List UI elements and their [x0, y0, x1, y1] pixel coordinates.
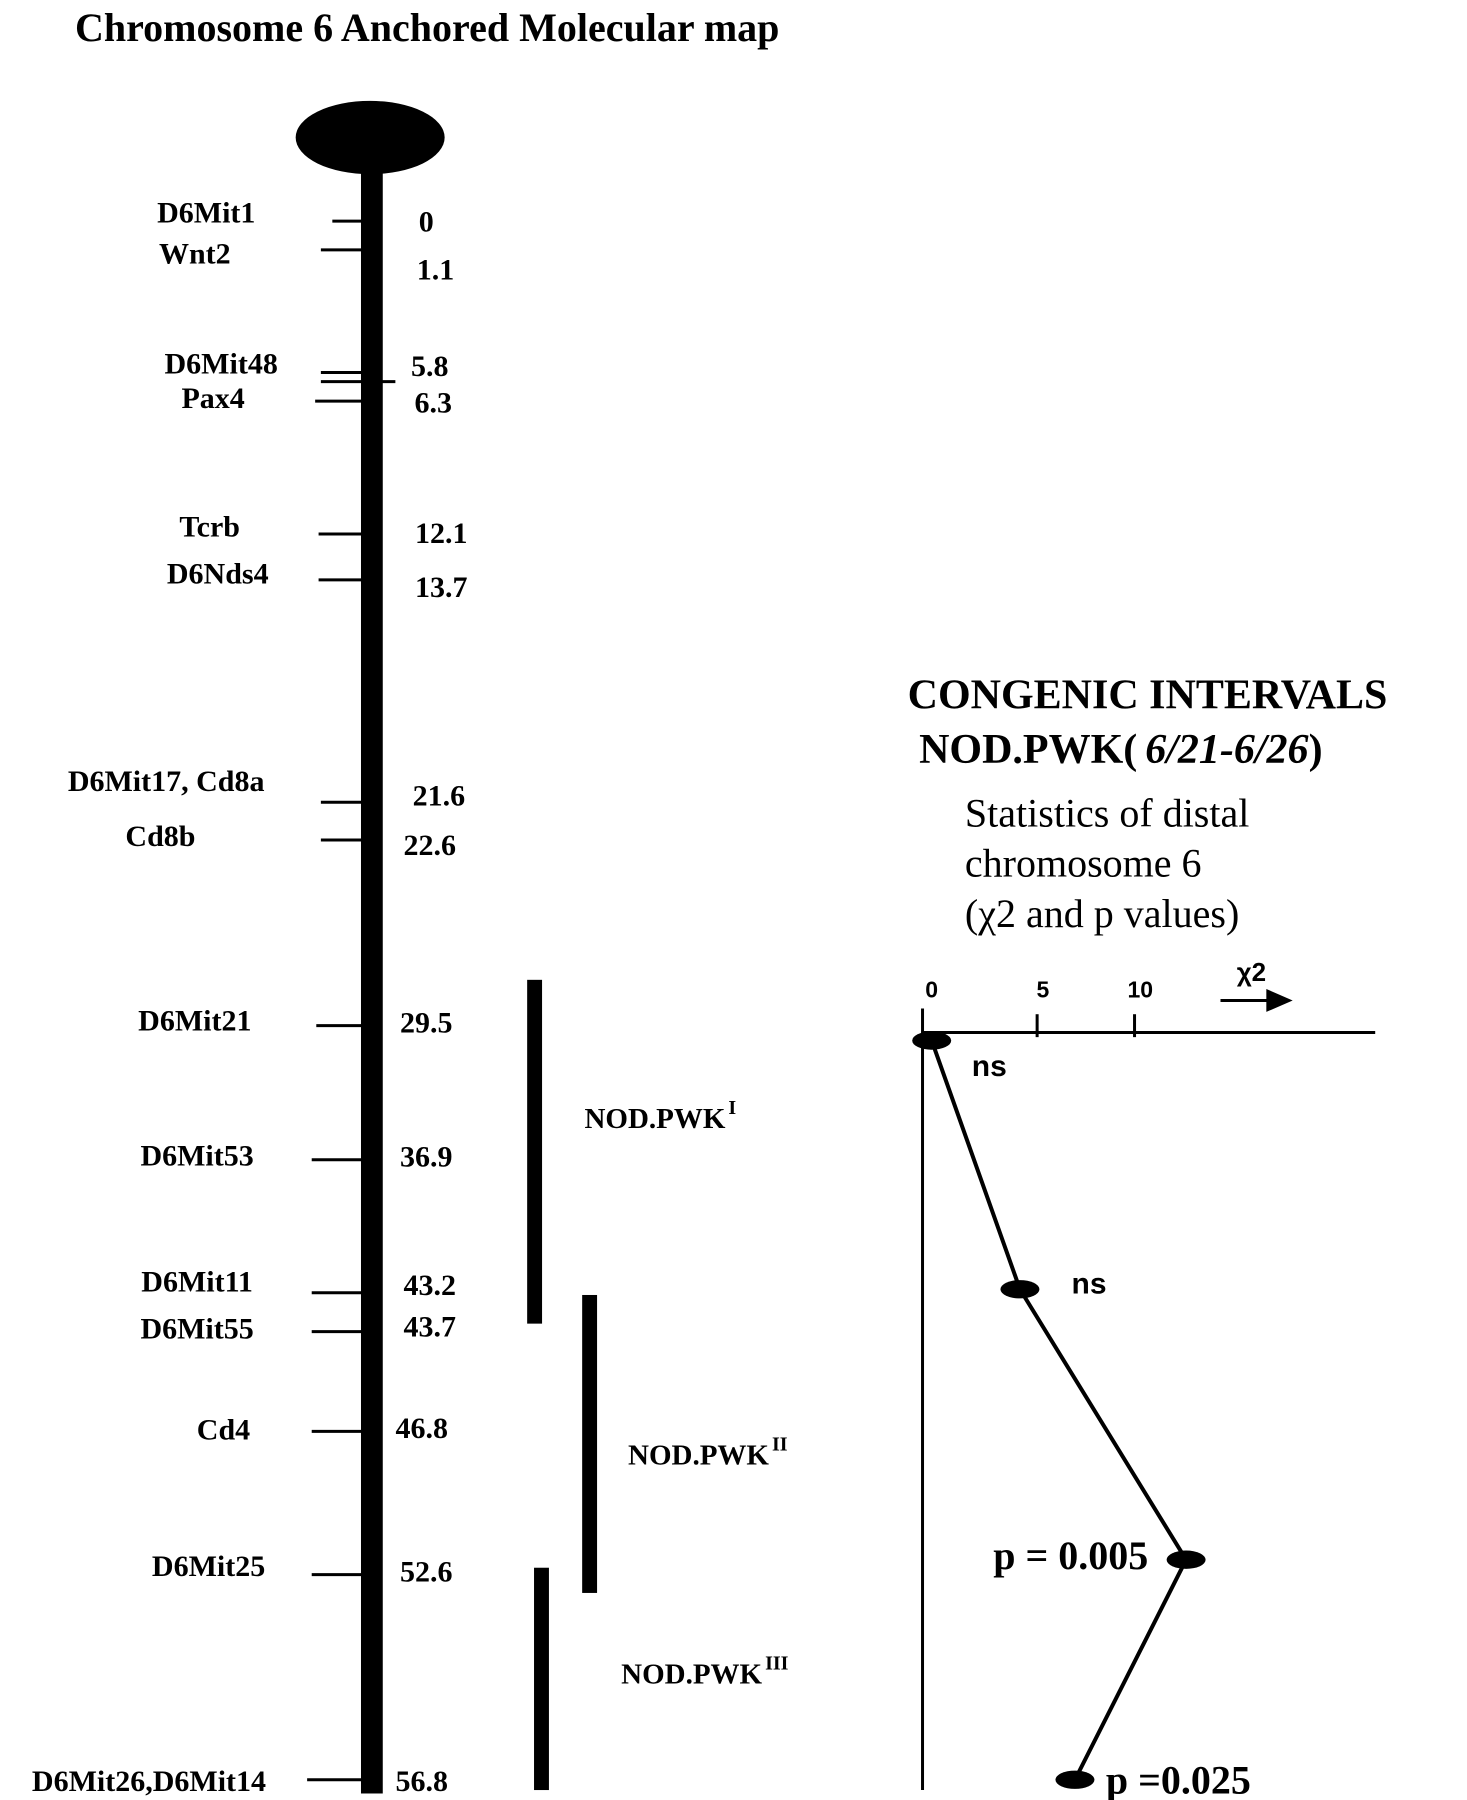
marker-position: 43.2	[404, 1269, 457, 1302]
congenic-label-text: NOD.PWK	[584, 1102, 725, 1134]
marker-position: 6.3	[414, 387, 452, 420]
congenic-superscript: II	[772, 1433, 788, 1455]
congenic-bar	[534, 1567, 549, 1791]
point-label: ns	[1072, 1268, 1107, 1301]
strain-close: )	[1309, 727, 1323, 773]
marker-position: 21.6	[413, 780, 466, 813]
congenic-bar	[527, 979, 543, 1324]
panel-title: CONGENIC INTERVALS	[908, 673, 1388, 719]
marker-name: D6Mit48	[165, 348, 278, 381]
marker-name: Pax4	[181, 382, 244, 415]
congenic-bar	[582, 1294, 598, 1593]
axis-arrow-head	[1266, 988, 1293, 1012]
axis-tick-label: 10	[1127, 976, 1153, 1002]
marker-position: 1.1	[417, 254, 455, 287]
chi-square-line	[929, 1039, 1189, 1781]
axis-label: χ2	[1237, 957, 1266, 987]
chi-square-point	[912, 1031, 952, 1050]
chromosome	[360, 166, 383, 1794]
title: Chromosome 6 Anchored Molecular map	[75, 5, 779, 50]
marker-name: Tcrb	[179, 510, 240, 543]
centromere	[295, 100, 445, 175]
marker-position: 52.6	[400, 1555, 453, 1588]
marker-position: 43.7	[404, 1310, 457, 1343]
strain-range: 6/21-6/26	[1145, 727, 1308, 773]
marker-position: 22.6	[404, 829, 457, 862]
marker-position: 0	[419, 206, 434, 239]
marker-position: 29.5	[400, 1007, 453, 1040]
congenic-superscript: III	[765, 1652, 789, 1674]
point-label: ns	[972, 1050, 1007, 1083]
marker-name: Wnt2	[159, 238, 231, 271]
congenic-label-text: NOD.PWK	[621, 1658, 762, 1690]
chi-square-point	[1055, 1770, 1095, 1789]
marker-name: D6Mit53	[140, 1139, 253, 1172]
marker-position: 5.8	[411, 350, 449, 383]
marker-name: Cd8b	[125, 820, 195, 853]
marker-name: D6Mit11	[141, 1266, 253, 1299]
marker-name: D6Mit55	[140, 1313, 253, 1346]
chi-square-point	[1000, 1280, 1040, 1299]
chi-square-point	[1166, 1550, 1206, 1569]
marker-name: D6Mit26,D6Mit14	[32, 1765, 266, 1798]
marker-name: D6Mit17, Cd8a	[68, 765, 265, 798]
marker-name: Cd4	[197, 1413, 250, 1446]
marker-name: D6Mit21	[138, 1004, 251, 1037]
axis-tick-label: 5	[1036, 976, 1049, 1002]
congenic-label-text: NOD.PWK	[628, 1439, 769, 1471]
congenic-label: NOD.PWK II	[628, 1433, 788, 1471]
axis-tick-label: 0	[925, 976, 938, 1002]
panel-strain: NOD.PWK(6/21-6/26)	[919, 727, 1322, 773]
marker-name: D6Mit25	[152, 1550, 265, 1583]
marker-position: 13.7	[415, 571, 468, 604]
marker-position: 36.9	[400, 1141, 453, 1174]
congenic-superscript: I	[728, 1096, 736, 1118]
panel-subtitle: Statistics of distal	[965, 790, 1249, 835]
marker-position: 12.1	[415, 517, 468, 550]
marker-name: D6Nds4	[167, 557, 269, 590]
point-label: p =0.025	[1106, 1757, 1251, 1800]
point-label: p = 0.005	[993, 1533, 1148, 1578]
panel-subtitle: (χ2 and p values)	[965, 891, 1239, 936]
strain-name: NOD.PWK(	[919, 727, 1137, 773]
marker-position: 46.8	[395, 1412, 448, 1445]
congenic-label: NOD.PWK III	[621, 1652, 789, 1690]
marker-position: 56.8	[395, 1765, 448, 1798]
panel-subtitle: chromosome 6	[965, 841, 1202, 886]
congenic-label: NOD.PWK I	[584, 1096, 736, 1134]
marker-name: D6Mit1	[157, 196, 255, 229]
